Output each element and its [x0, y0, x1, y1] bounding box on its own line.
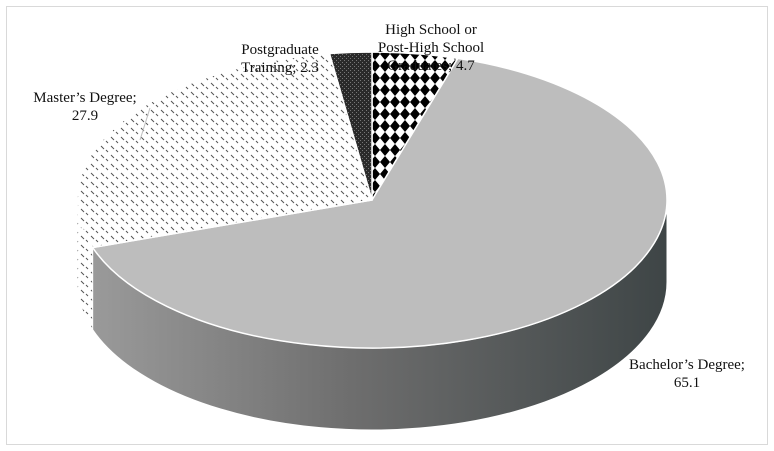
data-label-line: Postgraduate	[241, 42, 319, 58]
data-label-line: High School or	[385, 22, 477, 38]
data-label-postgraduate: Postgraduate Training; 2.3	[220, 41, 340, 77]
data-label-line: 65.1	[673, 375, 701, 391]
leader-line-masters	[139, 107, 151, 141]
data-label-line: Graduates; 4.7	[387, 58, 475, 74]
slice-masters	[76, 52, 373, 249]
data-label-high-school: High School or Post-High School Graduate…	[356, 21, 506, 75]
data-label-bachelors: Bachelor’s Degree; 65.1	[612, 356, 762, 392]
data-label-line: Training; 2.3	[241, 60, 319, 76]
data-label-line: Bachelor’s Degree;	[629, 357, 745, 373]
data-label-line: Master’s Degree;	[33, 90, 137, 106]
slice-bachelors	[91, 57, 668, 349]
data-label-line: Post-High School	[377, 40, 485, 56]
slice-postgraduate	[328, 51, 373, 201]
data-label-masters: Master’s Degree; 27.9	[5, 89, 165, 125]
data-label-line: 27.9	[71, 108, 99, 124]
